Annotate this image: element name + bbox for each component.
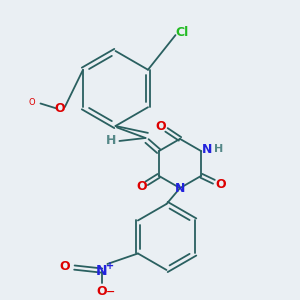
Text: H: H [214,144,223,154]
Text: +: + [106,261,115,271]
Text: O: O [54,102,65,115]
Text: N: N [96,264,108,278]
Text: N: N [175,182,185,195]
Text: H: H [106,134,116,148]
Text: O: O [155,120,166,134]
Text: O: O [215,178,226,191]
Text: Cl: Cl [176,26,189,39]
Text: O: O [59,260,70,273]
Text: N: N [202,143,212,156]
Text: O: O [28,98,35,107]
Text: O: O [136,180,147,193]
Text: O: O [97,285,107,298]
Text: −: − [106,286,115,297]
